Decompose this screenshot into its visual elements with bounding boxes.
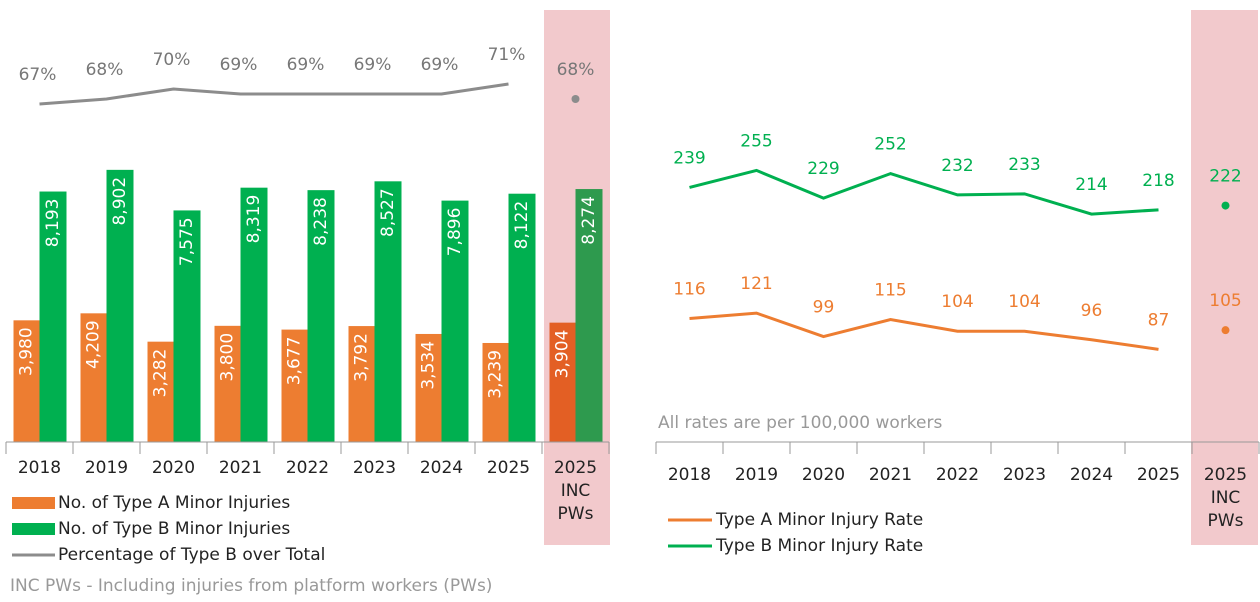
bar — [307, 190, 335, 442]
value-label: 104 — [1008, 292, 1040, 312]
bar — [281, 329, 308, 442]
x-tick-label: 2020 — [802, 465, 845, 485]
point — [1221, 326, 1230, 335]
value-label: 233 — [1008, 155, 1040, 175]
bar — [441, 200, 469, 442]
x-tick-label: 2025 INC PWs — [1204, 465, 1247, 531]
bar — [415, 333, 442, 442]
bar — [106, 169, 134, 442]
legend-label: No. of Type A Minor Injuries — [58, 493, 290, 513]
bar — [39, 191, 67, 442]
note: INC PWs - Including injuries from platfo… — [10, 576, 492, 596]
x-tick-label: 2024 — [420, 458, 463, 478]
value-label: 8,122 — [512, 201, 532, 250]
bar — [240, 187, 268, 442]
bar — [508, 193, 536, 442]
value-label: 7,896 — [445, 208, 465, 257]
value-label: 70% — [153, 50, 191, 70]
bar — [214, 325, 241, 442]
line — [689, 168, 1159, 216]
value-label: 115 — [874, 281, 906, 301]
x-tick-label: 2023 — [1003, 465, 1046, 485]
bar — [575, 189, 603, 442]
line — [689, 311, 1159, 351]
value-label: 99 — [813, 298, 835, 318]
line — [39, 82, 509, 106]
legend-label: Type B Minor Injury Rate — [715, 536, 923, 556]
bar — [348, 326, 375, 442]
x-tick-label: 2024 — [1070, 465, 1113, 485]
value-label: 105 — [1209, 291, 1241, 311]
x-tick-label: 2018 — [18, 458, 61, 478]
value-label: 8,527 — [378, 188, 398, 237]
value-label: 104 — [941, 292, 973, 312]
value-label: 68% — [557, 60, 595, 80]
value-label: 87 — [1148, 310, 1170, 330]
value-label: 3,677 — [285, 337, 305, 386]
bar — [13, 320, 40, 442]
value-label: 8,238 — [311, 197, 331, 246]
value-label: 96 — [1081, 301, 1103, 321]
bar — [374, 181, 402, 442]
value-label: 69% — [354, 55, 392, 75]
bar — [549, 322, 576, 442]
value-label: 218 — [1142, 171, 1174, 191]
x-tick-label: 2025 — [487, 458, 530, 478]
value-label: 8,902 — [110, 177, 130, 226]
x-tick-label: 2025 — [1137, 465, 1180, 485]
value-label: 69% — [220, 55, 258, 75]
highlight-band — [1191, 10, 1258, 545]
value-label: 7,575 — [177, 217, 197, 266]
bar — [482, 342, 509, 442]
legend-swatch — [12, 523, 55, 535]
value-label: 229 — [807, 159, 839, 179]
legend-label: No. of Type B Minor Injuries — [58, 519, 290, 539]
x-tick-label: 2025 INC PWs — [554, 458, 597, 524]
x-tick-label: 2023 — [353, 458, 396, 478]
value-label: 3,282 — [151, 349, 171, 398]
bar — [80, 313, 107, 442]
point — [571, 95, 580, 103]
value-label: 121 — [740, 274, 772, 294]
x-tick-label: 2020 — [152, 458, 195, 478]
value-label: 8,274 — [579, 196, 599, 245]
x-tick-label: 2022 — [286, 458, 329, 478]
value-label: 214 — [1075, 175, 1107, 195]
x-tick-label: 2022 — [936, 465, 979, 485]
value-label: 67% — [19, 65, 57, 85]
value-label: 3,904 — [553, 330, 573, 379]
value-label: 252 — [874, 135, 906, 155]
value-label: 232 — [941, 156, 973, 176]
value-label: 8,319 — [244, 195, 264, 244]
x-tick-label: 2019 — [85, 458, 128, 478]
value-label: 3,800 — [218, 333, 238, 382]
value-label: 239 — [673, 148, 705, 168]
value-label: 8,193 — [43, 199, 63, 248]
value-label: 68% — [86, 60, 124, 80]
value-label: 3,239 — [486, 350, 506, 399]
value-label: 3,534 — [419, 341, 439, 390]
bar — [173, 210, 201, 442]
x-tick-label: 2018 — [668, 465, 711, 485]
value-label: 222 — [1209, 167, 1241, 187]
x-tick-label: 2021 — [219, 458, 262, 478]
value-label: 255 — [740, 131, 772, 151]
point — [1221, 201, 1230, 210]
value-label: 71% — [488, 45, 526, 65]
bar — [147, 341, 174, 442]
legend-label: Type A Minor Injury Rate — [715, 510, 923, 530]
value-label: 116 — [673, 279, 705, 299]
legend-swatch — [12, 497, 55, 509]
value-label: 4,209 — [84, 320, 104, 369]
note: All rates are per 100,000 workers — [658, 413, 942, 433]
legend-label: Percentage of Type B over Total — [58, 545, 325, 565]
value-label: 69% — [287, 55, 325, 75]
value-label: 69% — [421, 55, 459, 75]
value-label: 3,792 — [352, 333, 372, 382]
x-tick-label: 2019 — [735, 465, 778, 485]
value-label: 3,980 — [17, 327, 37, 376]
x-tick-label: 2021 — [869, 465, 912, 485]
